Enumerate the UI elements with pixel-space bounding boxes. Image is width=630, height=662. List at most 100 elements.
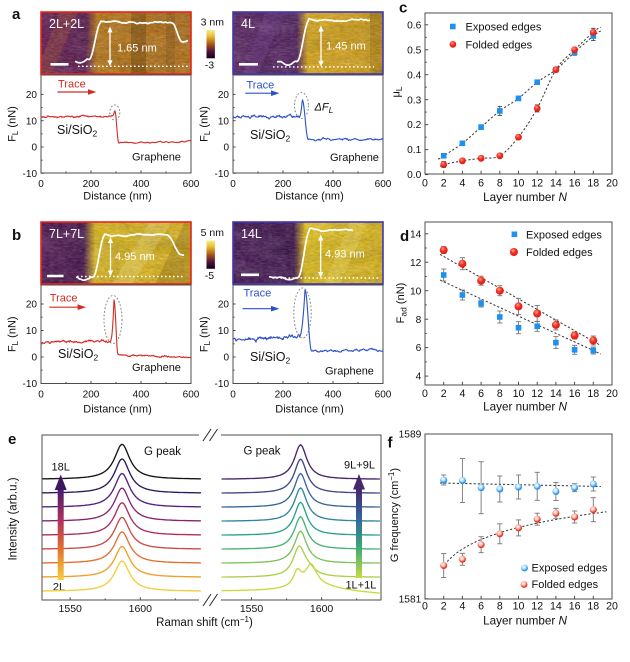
svg-text:0: 0 xyxy=(223,353,229,364)
svg-text:0: 0 xyxy=(422,601,428,613)
svg-text:1589: 1589 xyxy=(399,430,422,441)
svg-text:μL: μL xyxy=(391,86,405,97)
svg-text:G peak: G peak xyxy=(243,446,280,458)
svg-text:f: f xyxy=(388,434,394,451)
svg-text:b: b xyxy=(12,227,21,244)
svg-text:12: 12 xyxy=(531,601,543,613)
svg-text:a: a xyxy=(12,6,21,23)
svg-text:G peak: G peak xyxy=(144,446,181,458)
svg-text:ΔFL: ΔFL xyxy=(314,102,334,116)
svg-text:Si/SiO2: Si/SiO2 xyxy=(250,128,290,144)
svg-text:Exposed edges: Exposed edges xyxy=(526,230,602,242)
svg-text:200: 200 xyxy=(83,179,100,190)
svg-text:10: 10 xyxy=(218,116,230,127)
svg-text:14: 14 xyxy=(550,601,562,613)
svg-text:20: 20 xyxy=(606,601,618,613)
svg-text:1L+1L: 1L+1L xyxy=(345,580,376,592)
svg-text:Si/SiO2: Si/SiO2 xyxy=(57,123,97,139)
svg-text:6: 6 xyxy=(478,177,484,189)
svg-text:-5: -5 xyxy=(205,270,214,282)
svg-text:20: 20 xyxy=(218,90,230,101)
svg-text:16: 16 xyxy=(569,177,581,189)
svg-text:FL (nN): FL (nN) xyxy=(6,106,20,142)
svg-text:20: 20 xyxy=(26,300,38,311)
svg-text:c: c xyxy=(399,0,407,17)
svg-text:10: 10 xyxy=(513,177,525,189)
svg-text:8: 8 xyxy=(497,388,503,400)
svg-text:Graphene: Graphene xyxy=(330,152,379,164)
svg-text:600: 600 xyxy=(375,179,392,190)
svg-text:0.1: 0.1 xyxy=(407,145,421,156)
svg-text:FL (nN): FL (nN) xyxy=(198,316,212,352)
svg-text:Folded edges: Folded edges xyxy=(532,579,599,591)
svg-text:2: 2 xyxy=(441,177,447,189)
svg-text:1600: 1600 xyxy=(310,603,334,615)
svg-text:0.0: 0.0 xyxy=(407,170,421,181)
svg-text:4: 4 xyxy=(459,388,465,400)
svg-text:Exposed edges: Exposed edges xyxy=(466,22,542,34)
svg-text:400: 400 xyxy=(133,390,150,401)
svg-text:12: 12 xyxy=(531,388,543,400)
svg-text:1581: 1581 xyxy=(399,594,422,605)
svg-text:Layer number N: Layer number N xyxy=(483,401,567,414)
svg-text:Graphene: Graphene xyxy=(132,152,181,164)
svg-text:14: 14 xyxy=(550,177,562,189)
svg-text:16: 16 xyxy=(569,388,581,400)
svg-text:16: 16 xyxy=(569,601,581,613)
svg-text:1600: 1600 xyxy=(129,603,153,615)
svg-text:0.3: 0.3 xyxy=(407,95,421,106)
svg-text:3 nm: 3 nm xyxy=(201,17,225,29)
svg-text:400: 400 xyxy=(133,179,150,190)
svg-text:Distance (nm): Distance (nm) xyxy=(275,191,343,203)
svg-text:0: 0 xyxy=(223,143,229,154)
svg-text:18: 18 xyxy=(587,601,599,613)
svg-text:6: 6 xyxy=(478,601,484,613)
svg-text:0: 0 xyxy=(230,390,236,401)
svg-text:12: 12 xyxy=(410,258,422,269)
svg-text:14L: 14L xyxy=(241,227,262,241)
svg-text:0.2: 0.2 xyxy=(407,120,421,131)
svg-text:2L: 2L xyxy=(53,582,65,594)
svg-text:0.6: 0.6 xyxy=(407,20,421,31)
svg-text:18: 18 xyxy=(587,177,599,189)
svg-text:600: 600 xyxy=(183,179,200,190)
svg-text:0: 0 xyxy=(422,177,428,189)
svg-text:0.5: 0.5 xyxy=(407,45,421,56)
svg-text:0.4: 0.4 xyxy=(407,70,421,81)
svg-text:Layer number N: Layer number N xyxy=(483,615,567,628)
svg-text:12: 12 xyxy=(531,177,543,189)
svg-text:4.93 nm: 4.93 nm xyxy=(325,249,365,261)
svg-text:2L+2L: 2L+2L xyxy=(49,17,84,31)
svg-text:Fad (nN): Fad (nN) xyxy=(395,283,409,324)
svg-text:0: 0 xyxy=(422,388,428,400)
svg-text:Intensity (arb.u.): Intensity (arb.u.) xyxy=(8,477,20,560)
svg-text:Folded edges: Folded edges xyxy=(526,247,593,259)
svg-text:0: 0 xyxy=(38,179,44,190)
svg-text:14: 14 xyxy=(550,388,562,400)
svg-text:20: 20 xyxy=(606,388,618,400)
svg-text:Distance (nm): Distance (nm) xyxy=(83,191,151,203)
svg-text:0: 0 xyxy=(38,390,44,401)
svg-text:200: 200 xyxy=(275,390,292,401)
svg-text:7L+7L: 7L+7L xyxy=(49,227,84,241)
svg-text:2: 2 xyxy=(441,601,447,613)
svg-text:6: 6 xyxy=(478,388,484,400)
svg-text:4.95 nm: 4.95 nm xyxy=(115,251,155,263)
svg-text:Layer number N: Layer number N xyxy=(483,191,567,204)
svg-text:0: 0 xyxy=(31,353,37,364)
svg-text:10: 10 xyxy=(218,326,230,337)
svg-text:400: 400 xyxy=(325,390,342,401)
svg-text:8: 8 xyxy=(416,315,422,326)
svg-text:10: 10 xyxy=(410,286,422,297)
svg-text:4L: 4L xyxy=(241,17,255,31)
svg-text:Si/SiO2: Si/SiO2 xyxy=(250,350,290,366)
svg-text:-10: -10 xyxy=(215,169,230,180)
svg-text:0: 0 xyxy=(31,143,37,154)
svg-text:Trace: Trace xyxy=(58,78,86,90)
svg-text:Trace: Trace xyxy=(247,80,275,92)
svg-text:Distance (nm): Distance (nm) xyxy=(83,404,151,416)
svg-text:10: 10 xyxy=(26,116,38,127)
svg-text:4: 4 xyxy=(459,177,465,189)
svg-text:Graphene: Graphene xyxy=(132,362,181,374)
svg-text:18: 18 xyxy=(587,388,599,400)
